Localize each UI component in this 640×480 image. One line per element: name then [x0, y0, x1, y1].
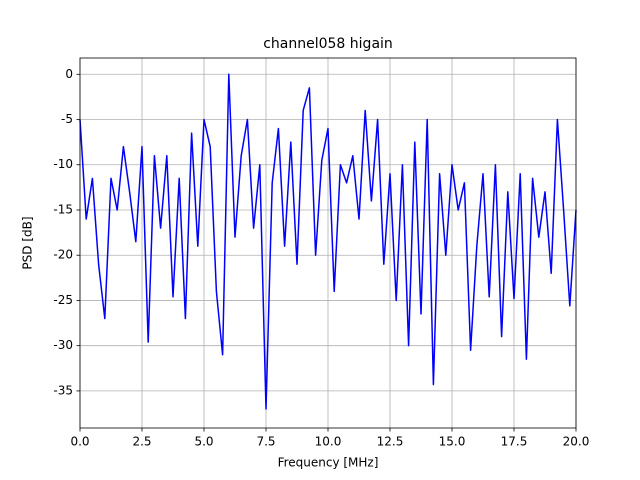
x-tick-label: 5.0	[194, 435, 213, 449]
y-tick-label: -30	[53, 338, 73, 352]
x-tick-label: 15.0	[439, 435, 466, 449]
y-tick-label: -20	[53, 248, 73, 262]
x-tick-label: 2.5	[132, 435, 151, 449]
y-axis-label: PSD [dB]	[21, 216, 35, 269]
y-tick-label: -5	[61, 112, 73, 126]
y-tick-label: -10	[53, 157, 73, 171]
axes-frame	[79, 57, 577, 429]
x-tick-label: 12.5	[377, 435, 404, 449]
x-tick-label: 20.0	[563, 435, 590, 449]
y-tick-label: -15	[53, 202, 73, 216]
x-axis-label: Frequency [MHz]	[278, 456, 379, 470]
y-tick-label: -25	[53, 293, 73, 307]
data-line	[79, 73, 577, 410]
y-tick-label: 0	[65, 67, 73, 81]
x-tick-label: 0.0	[70, 435, 89, 449]
x-tick-label: 10.0	[315, 435, 342, 449]
x-tick-label: 17.5	[501, 435, 528, 449]
y-tick-label: -35	[53, 383, 73, 397]
x-tick-label: 7.5	[256, 435, 275, 449]
chart-title: channel058 higain	[263, 36, 393, 52]
